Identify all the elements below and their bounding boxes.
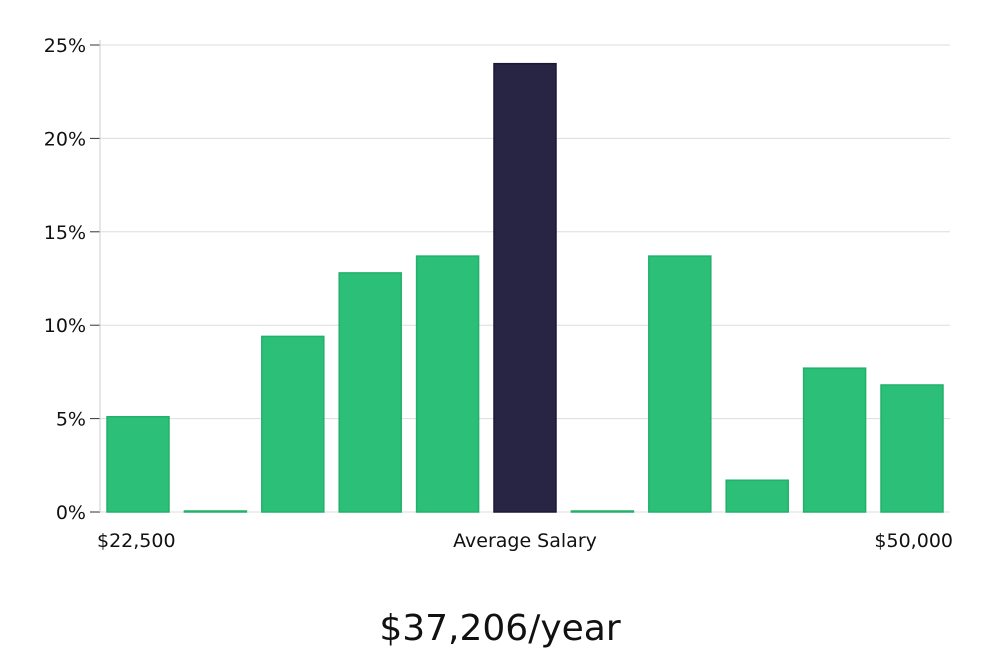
y-tick-label: 15% [44,222,86,244]
bar[interactable] [648,255,712,513]
bar-average-salary[interactable] [493,62,557,513]
bar[interactable] [415,255,480,513]
bars [106,62,944,513]
bar[interactable] [183,510,248,513]
bar[interactable] [106,415,170,513]
bar[interactable] [261,335,325,513]
bar[interactable] [338,272,402,513]
salary-histogram: 0%5%10%15%20%25% $22,500 Average Salary … [44,35,953,552]
y-tick-label: 25% [44,35,86,57]
average-salary-caption: $37,206/year [379,608,621,649]
x-axis-label: Average Salary [453,530,597,552]
x-min-label: $22,500 [97,530,176,552]
y-tick-label: 20% [44,128,86,150]
y-axis-ticks: 0% 5% 10% 15% 20% 25% [44,35,100,524]
y-tick-label: 5% [56,409,86,431]
x-max-label: $50,000 [874,530,953,552]
bar[interactable] [725,479,789,513]
bar[interactable] [802,367,867,513]
bar[interactable] [570,510,635,513]
y-tick-label: 10% [44,315,86,337]
y-tick-label: 0% [56,502,86,524]
bar[interactable] [880,384,944,513]
